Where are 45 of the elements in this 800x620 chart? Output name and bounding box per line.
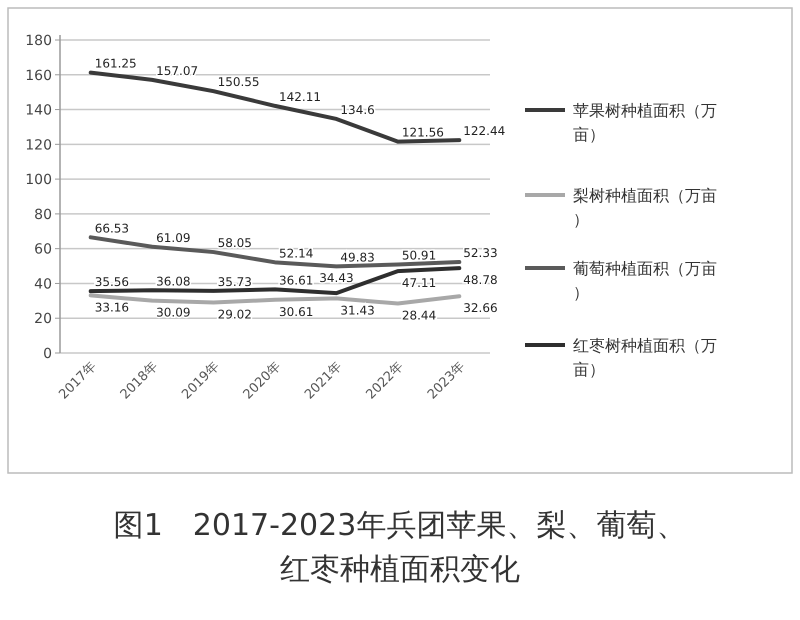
data-label: 28.44 xyxy=(402,308,436,323)
data-label: 134.6 xyxy=(340,102,375,117)
data-label: 29.02 xyxy=(218,308,252,322)
data-label: 35.56 xyxy=(94,275,130,290)
data-label: 49.83 xyxy=(340,250,375,264)
y-tick-label: 60 xyxy=(34,242,52,258)
data-label: 31.43 xyxy=(340,303,375,318)
y-tick-label: 0 xyxy=(43,346,52,362)
data-label: 35.73 xyxy=(218,274,252,289)
data-label: 58.05 xyxy=(218,236,252,250)
data-label: 30.09 xyxy=(156,306,190,320)
data-label: 142.11 xyxy=(279,90,321,104)
y-tick-label: 100 xyxy=(25,172,52,188)
data-label: 34.43 xyxy=(319,271,354,286)
data-label: 47.11 xyxy=(402,276,436,290)
data-label: 36.61 xyxy=(279,273,314,288)
y-tick-label: 80 xyxy=(34,206,52,223)
data-label: 48.78 xyxy=(463,273,498,288)
data-label: 33.16 xyxy=(94,300,130,314)
data-label: 52.33 xyxy=(463,246,498,260)
legend-label: 葡萄种植面积（万亩） xyxy=(573,259,717,302)
y-tick-label: 160 xyxy=(25,68,52,84)
data-label: 61.09 xyxy=(156,230,190,245)
y-tick-label: 120 xyxy=(25,137,52,154)
data-label: 157.07 xyxy=(156,64,198,78)
data-label: 161.25 xyxy=(94,56,137,71)
data-label: 121.56 xyxy=(402,126,444,140)
legend-label: 梨树种植面积（万亩） xyxy=(573,186,717,229)
line-series xyxy=(88,266,462,296)
line-series xyxy=(88,235,462,268)
y-tick-label: 140 xyxy=(25,102,52,119)
text: 图1 2017-2023年兵团苹果、梨、葡萄、红枣种植面积变化 xyxy=(114,508,686,587)
data-label: 50.91 xyxy=(402,248,436,262)
legend-label: 红枣树种植面积（万亩） xyxy=(573,336,717,379)
y-tick-label: 180 xyxy=(25,33,52,49)
y-tick-label: 40 xyxy=(34,276,52,292)
data-label: 32.66 xyxy=(463,301,498,316)
data-label: 150.55 xyxy=(218,75,260,90)
data-label: 122.44 xyxy=(463,124,506,138)
data-label: 30.61 xyxy=(279,304,314,319)
data-label: 36.08 xyxy=(156,274,190,288)
data-label: 52.14 xyxy=(279,246,314,260)
legend-label: 苹果树种植面积（万亩） xyxy=(573,101,717,144)
data-label: 66.53 xyxy=(94,221,130,236)
y-tick-label: 20 xyxy=(34,311,52,328)
